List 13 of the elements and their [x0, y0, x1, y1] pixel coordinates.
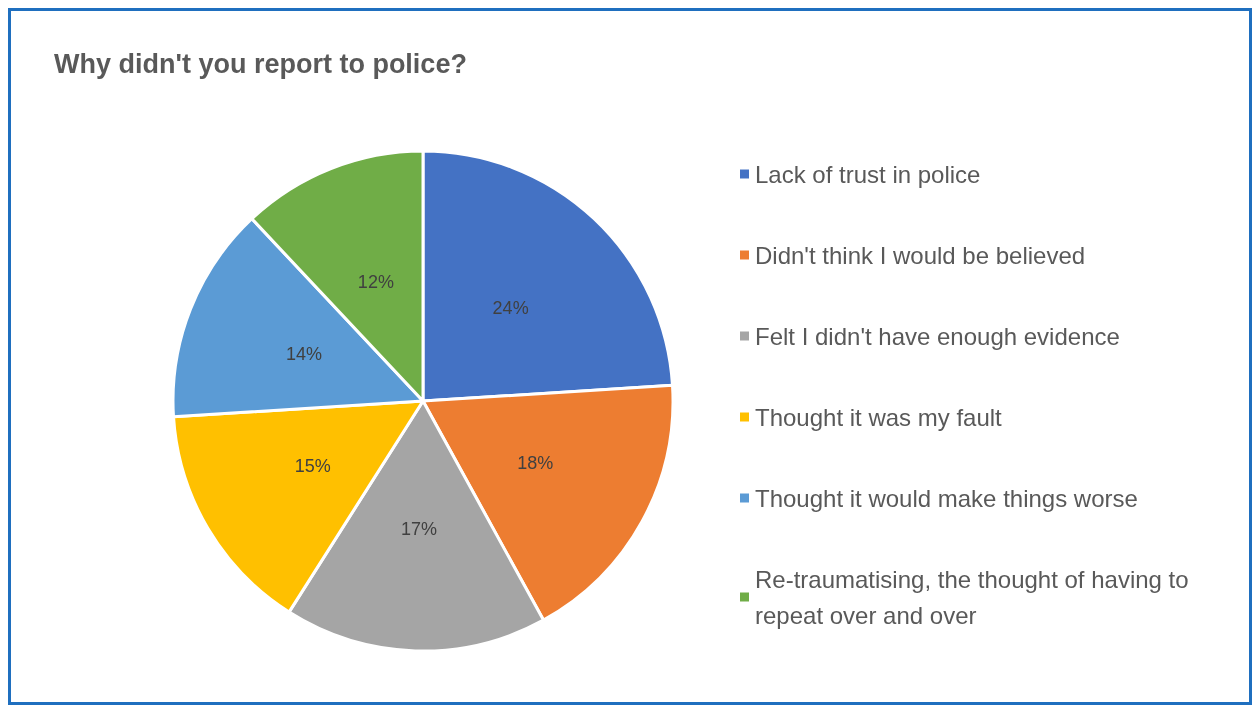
legend-label: Thought it would make things worse — [755, 484, 1138, 512]
data-label: 18% — [517, 452, 554, 473]
legend-label: Didn't think I would be believed — [755, 241, 1086, 269]
data-label: 17% — [400, 518, 437, 539]
data-label: 15% — [294, 456, 331, 477]
data-label: 14% — [285, 343, 322, 364]
data-label: 24% — [492, 297, 529, 318]
data-label: 12% — [357, 271, 394, 292]
legend-label: Lack of trust in police — [755, 160, 981, 188]
legend-label: Re-traumatising, the thought of having to repeat over and over — [755, 565, 1196, 629]
chart-title: Why didn't you report to police? — [54, 48, 467, 79]
legend-label: Felt I didn't have enough evidence — [755, 322, 1120, 350]
legend-label: Thought it was my fault — [755, 403, 1003, 431]
